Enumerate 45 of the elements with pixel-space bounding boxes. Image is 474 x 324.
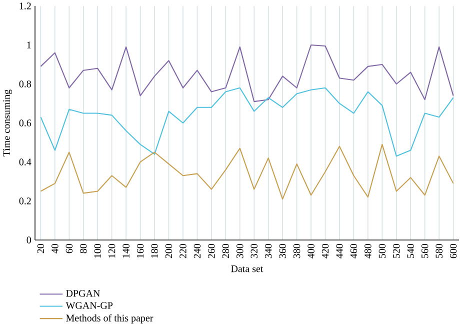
legend-label: WGAN-GP <box>66 302 113 309</box>
x-tick-label: 120 <box>108 244 116 258</box>
x-tick-label: 360 <box>279 244 286 258</box>
x-tick-label: 560 <box>421 244 428 258</box>
x-tick-label: 400 <box>308 244 314 258</box>
line-series <box>40 87 454 157</box>
legend-label: DPGAN <box>66 290 100 297</box>
x-tick-label: 40 <box>52 244 58 254</box>
x-tick-label: 380 <box>293 244 300 258</box>
y-tick-label: 0.2 <box>19 198 31 204</box>
y-tick-label: 1.2 <box>20 2 31 10</box>
x-tick-label: 200 <box>165 244 172 258</box>
y-tick-label: 0 <box>26 236 32 244</box>
x-tick-label: 540 <box>407 244 414 258</box>
x-tick-label: 260 <box>208 244 215 258</box>
x-tick-label: 20 <box>37 244 44 254</box>
x-axis-title: Data set <box>231 266 264 272</box>
x-tick-label: 480 <box>364 244 372 258</box>
x-tick-label: 600 <box>450 244 457 258</box>
x-tick-label: 60 <box>66 244 73 254</box>
y-tick-label: 1 <box>27 42 31 48</box>
line-series <box>40 44 454 102</box>
y-tick-label: 0.8 <box>19 80 32 88</box>
x-tick-label: 180 <box>151 244 158 258</box>
x-tick-label: 160 <box>136 244 144 258</box>
x-tick-label: 440 <box>336 244 343 258</box>
x-tick-label: 500 <box>378 244 386 258</box>
x-tick-label: 300 <box>236 244 244 258</box>
x-tick-label: 340 <box>264 244 272 258</box>
x-tick-label: 100 <box>94 244 101 258</box>
line-series <box>40 144 454 200</box>
x-tick-label: 220 <box>180 244 186 258</box>
legend-label: Methods of this paper <box>66 314 154 324</box>
y-tick-label: 0.4 <box>19 158 32 166</box>
x-tick-label: 80 <box>80 244 87 254</box>
x-tick-label: 240 <box>194 244 201 258</box>
y-axis-title: Time consuming <box>3 90 12 156</box>
x-tick-label: 520 <box>393 244 400 258</box>
x-tick-label: 280 <box>222 244 230 258</box>
y-tick-label: 0.6 <box>19 120 32 126</box>
x-tick-label: 320 <box>250 244 258 258</box>
x-tick-label: 140 <box>122 244 130 258</box>
x-tick-label: 460 <box>350 244 358 258</box>
x-tick-label: 580 <box>436 244 442 258</box>
x-tick-label: 420 <box>322 244 329 258</box>
